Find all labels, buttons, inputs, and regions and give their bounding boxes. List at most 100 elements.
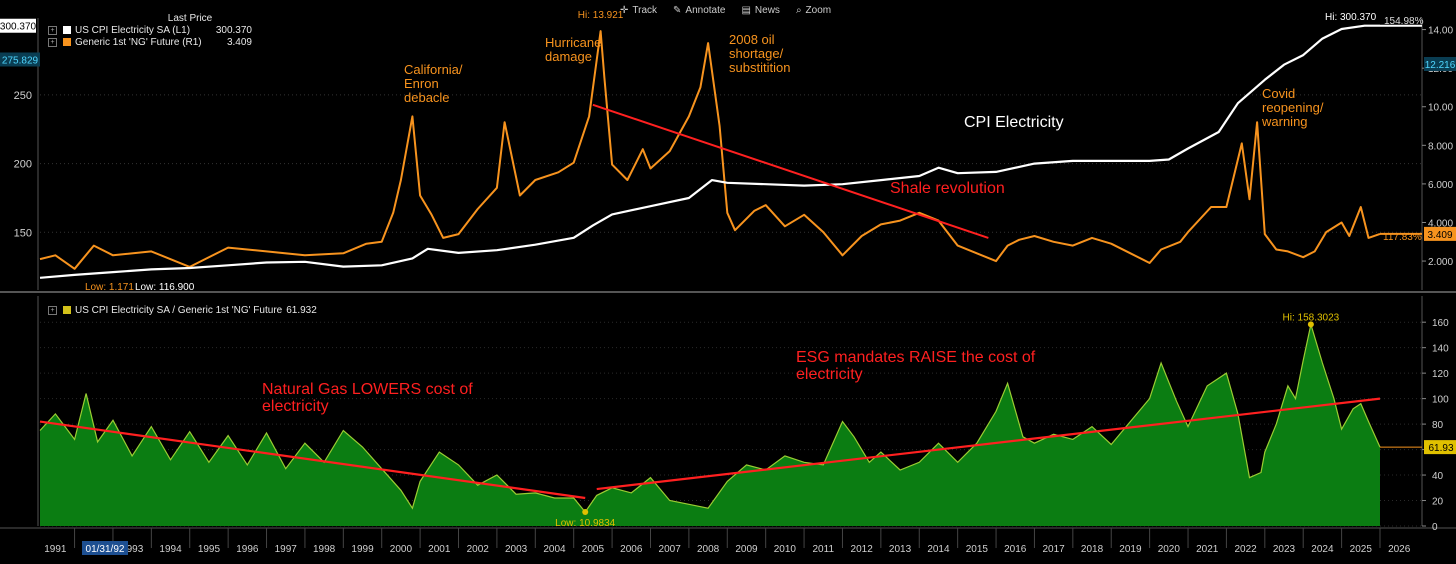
bottom-right-tick-label: 100	[1432, 395, 1449, 406]
legend-swatch-cpi	[63, 26, 71, 34]
x-tick-label: 2012	[851, 544, 874, 555]
ratio-area-fill	[40, 324, 1380, 526]
hi-marker-ng: Hi: 13.921	[578, 10, 624, 21]
x-tick-label: 2020	[1158, 544, 1181, 555]
magnifier-icon: ⌕	[795, 4, 802, 16]
ratio-trend-line-down	[39, 420, 586, 500]
x-tick-label: 2016	[1004, 544, 1027, 555]
crosshair-icon: ✛	[620, 4, 629, 16]
x-tick-label: 2025	[1350, 544, 1373, 555]
right-tick-label: 8.000	[1428, 141, 1453, 152]
x-tick-label: 2003	[505, 544, 528, 555]
zoom-button[interactable]: ⌕ Zoom	[796, 2, 831, 18]
legend-row-cpi[interactable]: + US CPI Electricity SA (L1) 300.370	[48, 24, 252, 36]
pct-marker-cpi: 154.98%	[1384, 16, 1424, 27]
news-button[interactable]: ▤ News	[741, 2, 779, 18]
x-tick-label: 1991	[44, 544, 67, 555]
annotation-2008-oil: 2008 oil shortage/substitition	[729, 32, 790, 75]
right-tick-label: 14.00	[1428, 26, 1453, 37]
right-value-alt: 12.216	[1425, 60, 1456, 71]
annotation-covid: Covid reopening/warning	[1261, 86, 1324, 129]
x-tick-label: 1999	[351, 544, 374, 555]
annotation-california: California/Enron debacle	[404, 62, 463, 105]
bottom-right-tick-label: 140	[1432, 344, 1449, 355]
x-tick-label: 2019	[1119, 544, 1142, 555]
annotation-cpi-electricity: CPI Electricity	[964, 114, 1064, 131]
cursor-date-box	[82, 541, 128, 555]
x-tick-label: 2021	[1196, 544, 1219, 555]
bottom-right-tick-label: 80	[1432, 420, 1444, 431]
x-tick-label: 2001	[428, 544, 451, 555]
track-label: Track	[632, 4, 658, 16]
x-tick-label: 2000	[390, 544, 413, 555]
annotate-label: Annotate	[685, 4, 726, 16]
legend-bottom: + US CPI Electricity SA / Generic 1st 'N…	[48, 304, 317, 316]
bottom-right-tick-label: 160	[1432, 318, 1449, 329]
x-tick-label: 1997	[275, 544, 298, 555]
shale-trend-line	[592, 103, 989, 239]
hi-marker-cpi: Hi: 300.370	[1325, 12, 1377, 23]
hi-dot-ratio	[1307, 321, 1314, 328]
legend-swatch-ng	[63, 38, 71, 46]
left-value-cpi: 300.370	[0, 22, 37, 33]
left-tick-label: 250	[14, 90, 32, 102]
news-icon: ▤	[741, 4, 751, 16]
low-dot-ratio	[582, 509, 589, 516]
x-tick-label: 2004	[543, 544, 566, 555]
ng-future-line	[39, 30, 1381, 270]
annotation-hurricane: Hurricane damage	[545, 35, 601, 64]
x-tick-label: 1994	[159, 544, 182, 555]
legend-row-ng[interactable]: + Generic 1st 'NG' Future (R1) 3.409	[48, 36, 252, 48]
right-tick-label: 6.000	[1428, 180, 1453, 191]
pencil-icon: ✎	[673, 4, 682, 16]
legend-name-ng: Generic 1st 'NG' Future (R1)	[75, 36, 202, 48]
right-value-box-alt	[1424, 56, 1456, 71]
expand-icon[interactable]: +	[48, 37, 57, 47]
legend-value-ratio: 61.932	[286, 304, 317, 316]
x-tick-label: 2014	[927, 544, 950, 555]
legend-swatch-ratio	[63, 306, 71, 314]
x-tick-label: 2011	[813, 544, 835, 555]
cpi-electricity-line	[39, 24, 1380, 279]
legend-value-ng: 3.409	[226, 36, 252, 48]
right-value-box-ng	[1424, 226, 1456, 241]
left-tick-label: 200	[14, 159, 32, 171]
left-value-alt: 275.829	[2, 55, 39, 66]
left-value-box-alt	[0, 52, 40, 67]
low-marker-ratio: Low: 10.9834	[555, 518, 615, 529]
left-value-box-cpi	[0, 18, 36, 33]
pct-marker-ng: 117.83%	[1383, 232, 1422, 243]
expand-icon[interactable]: +	[48, 25, 57, 35]
track-button[interactable]: ✛ Track	[620, 2, 657, 18]
chart-toolbar: ✛ Track ✎ Annotate ▤ News ⌕ Zoom	[620, 2, 831, 18]
x-tick-label: 2018	[1081, 544, 1104, 555]
bottom-right-tick-label: 120	[1432, 369, 1449, 380]
x-tick-label: 1993	[121, 544, 144, 555]
right-tick-label: 4.000	[1428, 218, 1453, 229]
legend-row-ratio[interactable]: + US CPI Electricity SA / Generic 1st 'N…	[48, 304, 317, 316]
low-marker-cpi: Low: 116.900	[135, 282, 195, 293]
x-tick-label: 2010	[774, 544, 797, 555]
bottom-right-tick-label: 20	[1432, 497, 1444, 508]
hi-marker-ratio: Hi: 158.3023	[1283, 312, 1340, 323]
annotation-shale: Shale revolution	[890, 180, 1005, 197]
right-value-box-ratio	[1424, 440, 1456, 455]
legend-header: Last Price	[167, 12, 213, 24]
right-tick-label: 2.000	[1428, 257, 1453, 268]
ratio-area-line	[39, 324, 1381, 513]
x-tick-label: 2009	[735, 544, 758, 555]
annotate-button[interactable]: ✎ Annotate	[673, 2, 725, 18]
x-tick-label: 2005	[582, 544, 605, 555]
x-tick-label: 1995	[198, 544, 221, 555]
low-marker-ng: Low: 1.171	[85, 282, 134, 293]
bottom-right-tick-label: 0	[1432, 522, 1438, 533]
right-tick-label: 10.00	[1428, 103, 1453, 114]
ratio-trend-line-up	[596, 397, 1381, 491]
x-tick-label: 2017	[1043, 544, 1066, 555]
legend-value-cpi: 300.370	[215, 24, 252, 36]
annotation-natural-gas: Natural Gas LOWERS cost of electricity	[262, 381, 473, 415]
legend-name-cpi: US CPI Electricity SA (L1)	[75, 24, 191, 36]
expand-icon[interactable]: +	[48, 305, 57, 315]
